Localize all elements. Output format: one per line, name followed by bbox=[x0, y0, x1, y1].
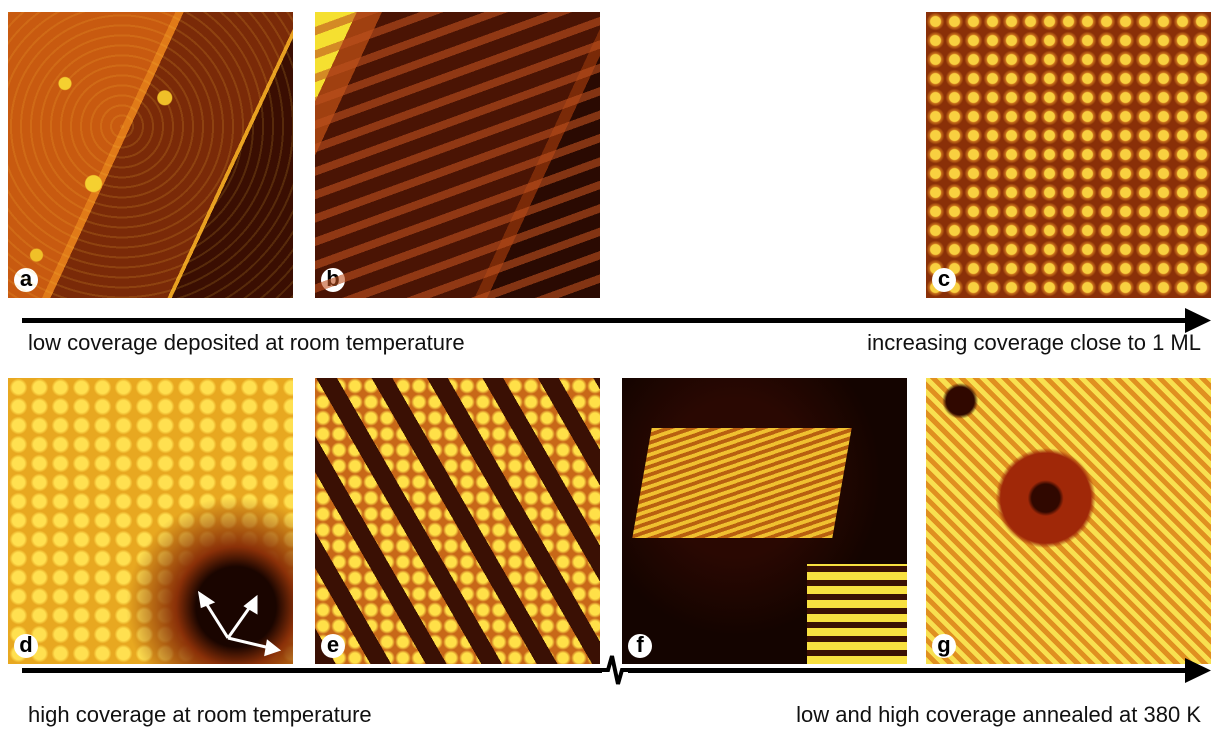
arrow-head bbox=[1185, 658, 1211, 683]
lattice-vectors bbox=[8, 378, 293, 664]
caption: high coverage at room temperature bbox=[28, 702, 372, 728]
stm-image: g bbox=[926, 378, 1211, 664]
inset-image bbox=[807, 564, 907, 664]
arrow bbox=[22, 318, 1192, 323]
panel-label: g bbox=[932, 634, 956, 658]
panel-label: b bbox=[321, 268, 345, 292]
panel-label: a bbox=[14, 268, 38, 292]
stm-image: f bbox=[622, 378, 907, 664]
panel-label: c bbox=[932, 268, 956, 292]
panel-label: e bbox=[321, 634, 345, 658]
stm-image: e bbox=[315, 378, 600, 664]
panel-label: f bbox=[628, 634, 652, 658]
stm-image: a bbox=[8, 12, 293, 298]
arrow bbox=[628, 668, 1192, 673]
figure: a b c low coverage deposited at room tem… bbox=[0, 0, 1211, 733]
panel-label: d bbox=[14, 634, 38, 658]
arrow bbox=[22, 668, 602, 673]
break-mark bbox=[600, 652, 630, 688]
stm-image: d bbox=[8, 378, 293, 664]
caption: low coverage deposited at room temperatu… bbox=[28, 330, 465, 356]
caption: low and high coverage annealed at 380 K bbox=[796, 702, 1201, 728]
stm-image: c bbox=[926, 12, 1211, 298]
stm-image: b bbox=[315, 12, 600, 298]
caption: increasing coverage close to 1 ML bbox=[867, 330, 1201, 356]
